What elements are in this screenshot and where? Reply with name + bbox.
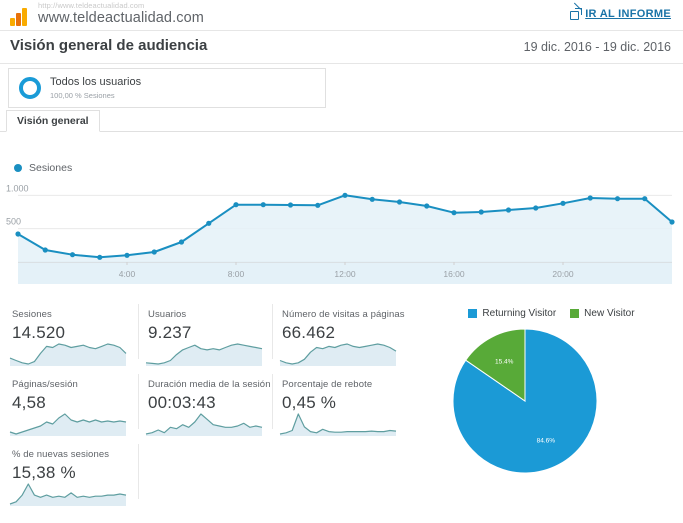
- pie-legend-item-returning[interactable]: Returning Visitor: [468, 308, 556, 319]
- metric-sparkline: [9, 483, 127, 506]
- chart-legend: Sesiones: [14, 162, 72, 174]
- metric-sparkline: [145, 413, 263, 436]
- metric-label: Páginas/sesión: [12, 379, 78, 390]
- svg-text:84.6%: 84.6%: [537, 438, 556, 445]
- legend-label-sesiones: Sesiones: [29, 162, 73, 174]
- metric-card-paginas-sesion[interactable]: Páginas/sesión 4,58: [2, 370, 138, 440]
- metric-value: 00:03:43: [148, 393, 216, 412]
- segment-sessions-pct: 100,00 % Sesiones: [50, 91, 115, 101]
- chart-y-axis-labels: 500 1.000: [6, 183, 29, 226]
- pie-chart-svg: 84.6% 15.4%: [452, 328, 598, 474]
- metric-card-row: Sesiones 14.520 Usuarios 9.237 Número de…: [0, 300, 420, 370]
- pie-legend-item-new[interactable]: New Visitor: [570, 308, 635, 319]
- metric-card-visitas-paginas[interactable]: Número de visitas a páginas 66.462: [272, 300, 408, 370]
- metric-card-row: % de nuevas sesiones 15,38 %: [0, 440, 420, 510]
- pie-legend-swatch-returning: [468, 309, 478, 318]
- pie-legend-label-returning: Returning Visitor: [482, 308, 557, 319]
- metric-sparkline: [279, 413, 397, 436]
- metric-label: Duración media de la sesión: [148, 379, 271, 390]
- pie-legend-label-new: New Visitor: [584, 308, 635, 319]
- header-divider: [0, 30, 683, 31]
- chart-x-axis-labels: 4:00 8:00 12:00 16:00 20:00: [119, 269, 574, 279]
- google-analytics-logo-icon: [10, 6, 30, 28]
- metric-card-usuarios[interactable]: Usuarios 9.237: [138, 300, 274, 370]
- segment-selector[interactable]: Todos los usuarios 100,00 % Sesiones: [8, 68, 326, 108]
- go-to-report-label: IR AL INFORME: [585, 8, 671, 20]
- tab-label: Visión general: [17, 115, 89, 127]
- title-divider: [0, 63, 683, 64]
- tab-bar: Visión general: [0, 110, 683, 132]
- pie-slices: [452, 328, 598, 474]
- metric-label: Porcentaje de rebote: [282, 379, 373, 390]
- page-title: Visión general de audiencia: [10, 37, 208, 54]
- metric-card-nuevas-sesiones[interactable]: % de nuevas sesiones 15,38 %: [2, 440, 138, 510]
- metric-card-row: Páginas/sesión 4,58 Duración media de la…: [0, 370, 420, 440]
- pie-legend-swatch-new: [570, 309, 580, 318]
- metric-card-sesiones[interactable]: Sesiones 14.520: [2, 300, 138, 370]
- date-range-label[interactable]: 19 dic. 2016 - 19 dic. 2016: [523, 40, 671, 54]
- metric-value: 66.462: [282, 323, 336, 342]
- metric-value: 9.237: [148, 323, 192, 342]
- metric-label: Usuarios: [148, 309, 187, 320]
- visitor-type-pie-chart: Returning Visitor New Visitor 84.6% 15.4%: [420, 300, 683, 480]
- metric-sparkline: [145, 343, 263, 366]
- sessions-line-chart: Sesiones 500 1.000 4:00 8:00 12:00 16:00 20:0…: [0, 140, 683, 290]
- title-row: Visión general de audiencia 19 dic. 2016…: [0, 32, 683, 62]
- svg-text:15.4%: 15.4%: [495, 359, 514, 366]
- svg-text:8:00: 8:00: [228, 269, 245, 279]
- pie-legend: Returning Visitor New Visitor: [420, 308, 683, 319]
- line-chart-svg: 500 1.000 4:00 8:00 12:00 16:00 20:00: [6, 183, 675, 284]
- svg-text:20:00: 20:00: [552, 269, 574, 279]
- go-to-report-link[interactable]: IR AL INFORME: [570, 7, 671, 20]
- segment-name: Todos los usuarios: [50, 75, 142, 88]
- svg-text:500: 500: [6, 217, 21, 227]
- svg-text:4:00: 4:00: [119, 269, 136, 279]
- property-url-block: http://www.teldeactualidad.com www.telde…: [38, 2, 204, 25]
- metric-label: Sesiones: [12, 309, 52, 320]
- tab-vision-general[interactable]: Visión general: [6, 110, 100, 132]
- metric-card-empty: [138, 440, 274, 510]
- metric-card-porcentaje-rebote[interactable]: Porcentaje de rebote 0,45 %: [272, 370, 408, 440]
- metric-value: 15,38 %: [12, 463, 76, 482]
- pie-slice-labels: 84.6% 15.4%: [495, 359, 555, 445]
- property-url-small: http://www.teldeactualidad.com: [38, 1, 145, 10]
- svg-text:1.000: 1.000: [6, 183, 29, 193]
- metric-label: % de nuevas sesiones: [12, 449, 110, 460]
- external-link-icon: [570, 7, 583, 20]
- property-url-main: www.teldeactualidad.com: [38, 9, 204, 26]
- svg-text:12:00: 12:00: [334, 269, 356, 279]
- metric-card-duracion-media[interactable]: Duración media de la sesión 00:03:43: [138, 370, 274, 440]
- donut-icon: [19, 77, 41, 99]
- svg-text:16:00: 16:00: [443, 269, 465, 279]
- metric-sparkline: [9, 413, 127, 436]
- metric-label: Número de visitas a páginas: [282, 309, 405, 320]
- metric-sparkline: [9, 343, 127, 366]
- metric-value: 0,45 %: [282, 393, 337, 412]
- top-header-bar: http://www.teldeactualidad.com www.telde…: [0, 0, 683, 30]
- chart-data-points: [15, 192, 675, 260]
- metric-value: 14.520: [12, 323, 66, 342]
- metric-cards: Sesiones 14.520 Usuarios 9.237 Número de…: [0, 300, 420, 510]
- metric-sparkline: [279, 343, 397, 366]
- metric-value: 4,58: [12, 393, 46, 412]
- legend-color-swatch-sesiones: [14, 164, 22, 172]
